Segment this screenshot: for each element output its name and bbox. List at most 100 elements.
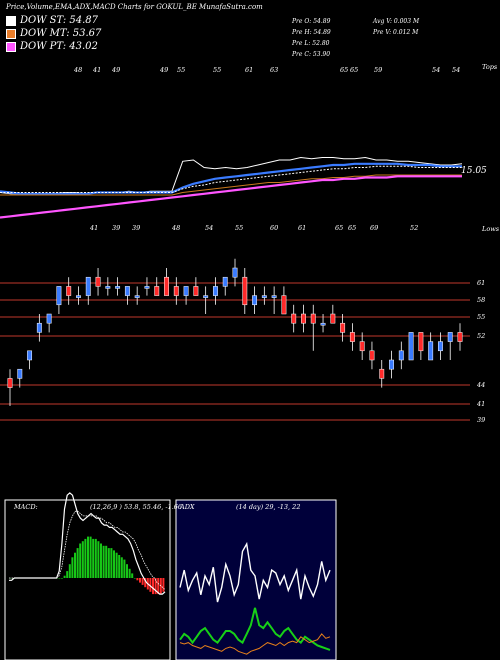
candle-body bbox=[340, 322, 346, 333]
candle-body bbox=[261, 295, 267, 298]
stat-avg-volume: Avg V: 0.003 M bbox=[373, 18, 420, 25]
stat-prev-low: Pre L: 52.80 bbox=[292, 40, 330, 47]
candle-body bbox=[369, 350, 375, 361]
candle-body bbox=[134, 295, 140, 298]
macd-histogram-bar bbox=[162, 578, 165, 592]
macd-histogram-bar bbox=[157, 578, 160, 595]
macd-signal-line bbox=[9, 510, 166, 590]
macd-histogram-bar bbox=[123, 559, 126, 578]
stat-prev-close: Pre C: 53.90 bbox=[292, 51, 331, 58]
ema-bottom-tick: 41 bbox=[89, 224, 98, 232]
macd-histogram-bar bbox=[81, 541, 84, 578]
ema-top-tick: 55 bbox=[213, 66, 221, 74]
macd-histogram-bar bbox=[113, 550, 115, 578]
candle-body bbox=[359, 341, 365, 352]
ema-top-tick: 49 bbox=[159, 66, 168, 74]
macd-histogram-bar bbox=[63, 575, 66, 578]
adx-series-plus-di bbox=[179, 607, 331, 651]
ema-top-tick: 59 bbox=[374, 66, 382, 74]
macd-histogram-bar bbox=[92, 538, 95, 578]
candle-body bbox=[310, 313, 316, 324]
ema-bottom-tick: 65 bbox=[348, 224, 356, 232]
stat-prev-volume: Pre V: 0.012 M bbox=[373, 29, 419, 36]
candle-body bbox=[183, 286, 189, 296]
candle-body bbox=[66, 286, 72, 296]
candle-body bbox=[144, 286, 150, 289]
adx-title: ADX bbox=[180, 503, 195, 511]
macd-histogram-bar bbox=[126, 564, 128, 578]
macd-histogram-bar bbox=[154, 578, 157, 595]
macd-histogram-bar bbox=[118, 555, 121, 578]
legend-label-st: DOW ST: 54.87 bbox=[20, 15, 99, 26]
legend-dow-pt: DOW PT: 43.02 bbox=[6, 41, 98, 52]
legend-swatch-st bbox=[6, 15, 16, 26]
ema-series-ema-mid bbox=[0, 165, 462, 193]
chart-header: Price,Volume,EMA,ADX,MACD Charts for GOK… bbox=[6, 3, 263, 11]
candle-body bbox=[17, 368, 23, 379]
legend-label-pt: DOW PT: 43.02 bbox=[20, 41, 98, 52]
candle-body bbox=[301, 313, 306, 324]
ema-bottom-tick: 60 bbox=[270, 224, 278, 232]
ema-top-tick: 54 bbox=[452, 66, 460, 74]
candle-body bbox=[154, 286, 160, 296]
candle-body bbox=[281, 295, 287, 315]
candle-body bbox=[457, 332, 463, 342]
macd-histogram-bar bbox=[107, 548, 110, 578]
ema-top-tick: 49 bbox=[111, 66, 120, 74]
macd-histogram-bar bbox=[120, 557, 123, 578]
ema-top-tick: 55 bbox=[177, 66, 185, 74]
ema-bottom-tick: 52 bbox=[410, 224, 418, 232]
legend-swatch-pt bbox=[6, 41, 16, 52]
candle-body bbox=[349, 332, 355, 342]
candle-body bbox=[252, 295, 258, 306]
candle-body bbox=[76, 295, 81, 298]
ema-top-tick: 65 bbox=[350, 66, 358, 74]
legend-dow-st: DOW ST: 54.87 bbox=[6, 15, 98, 26]
macd-histogram-bar bbox=[84, 538, 87, 578]
macd-histogram-bar bbox=[141, 578, 144, 585]
candle-body bbox=[232, 267, 238, 278]
ema-bottom-tick: 54 bbox=[205, 224, 213, 232]
ema-series-ema-short bbox=[0, 162, 462, 195]
candle-body bbox=[173, 286, 179, 296]
macd-histogram-bar bbox=[89, 536, 92, 578]
macd-histogram-bar bbox=[128, 568, 131, 578]
candle-body bbox=[212, 286, 218, 296]
ema-top-tick: 61 bbox=[245, 66, 253, 74]
macd-histogram-bar bbox=[105, 545, 108, 578]
macd-histogram-bar bbox=[115, 552, 118, 578]
ema-bottom-label: Lows bbox=[482, 225, 500, 233]
adx-series-adx bbox=[179, 541, 331, 603]
macd-histogram-bar bbox=[136, 578, 139, 581]
macd-histogram-bar bbox=[149, 578, 152, 592]
candle-body bbox=[36, 322, 42, 333]
stat-prev-high: Pre H: 54.89 bbox=[292, 29, 331, 36]
adx-params: (14 day) 29, -13, 22 bbox=[236, 503, 301, 511]
ema-bottom-tick: 39 bbox=[132, 224, 140, 232]
macd-histogram-bar bbox=[131, 573, 134, 578]
adx-series-minus-di bbox=[179, 633, 331, 655]
ema-top-label: Tops bbox=[482, 63, 498, 71]
candle-body bbox=[389, 359, 394, 370]
macd-histogram-bar bbox=[110, 548, 113, 578]
ema-top-tick: 54 bbox=[432, 66, 440, 74]
macd-params: (12,26,9 ) 53.8, 55.46, -1.66 bbox=[90, 503, 183, 511]
ema-top-tick: 41 bbox=[92, 66, 101, 74]
macd-histogram-bar bbox=[97, 541, 100, 578]
candle-body bbox=[428, 341, 434, 361]
candle-body bbox=[7, 378, 13, 388]
macd-title: MACD: bbox=[14, 503, 38, 511]
candle-body bbox=[164, 276, 169, 296]
level-label-61: 61 bbox=[477, 279, 485, 287]
macd-histogram-bar bbox=[133, 578, 136, 579]
candle-body bbox=[447, 332, 453, 342]
candle-body bbox=[46, 313, 52, 324]
candle-body bbox=[320, 322, 326, 326]
candle-body bbox=[85, 276, 91, 296]
macd-histogram-bar bbox=[79, 543, 82, 578]
macd-histogram-bar bbox=[144, 578, 147, 588]
level-label-39: 39 bbox=[477, 416, 485, 424]
ema-top-tick: 48 bbox=[73, 66, 82, 74]
candle-body bbox=[242, 276, 248, 306]
